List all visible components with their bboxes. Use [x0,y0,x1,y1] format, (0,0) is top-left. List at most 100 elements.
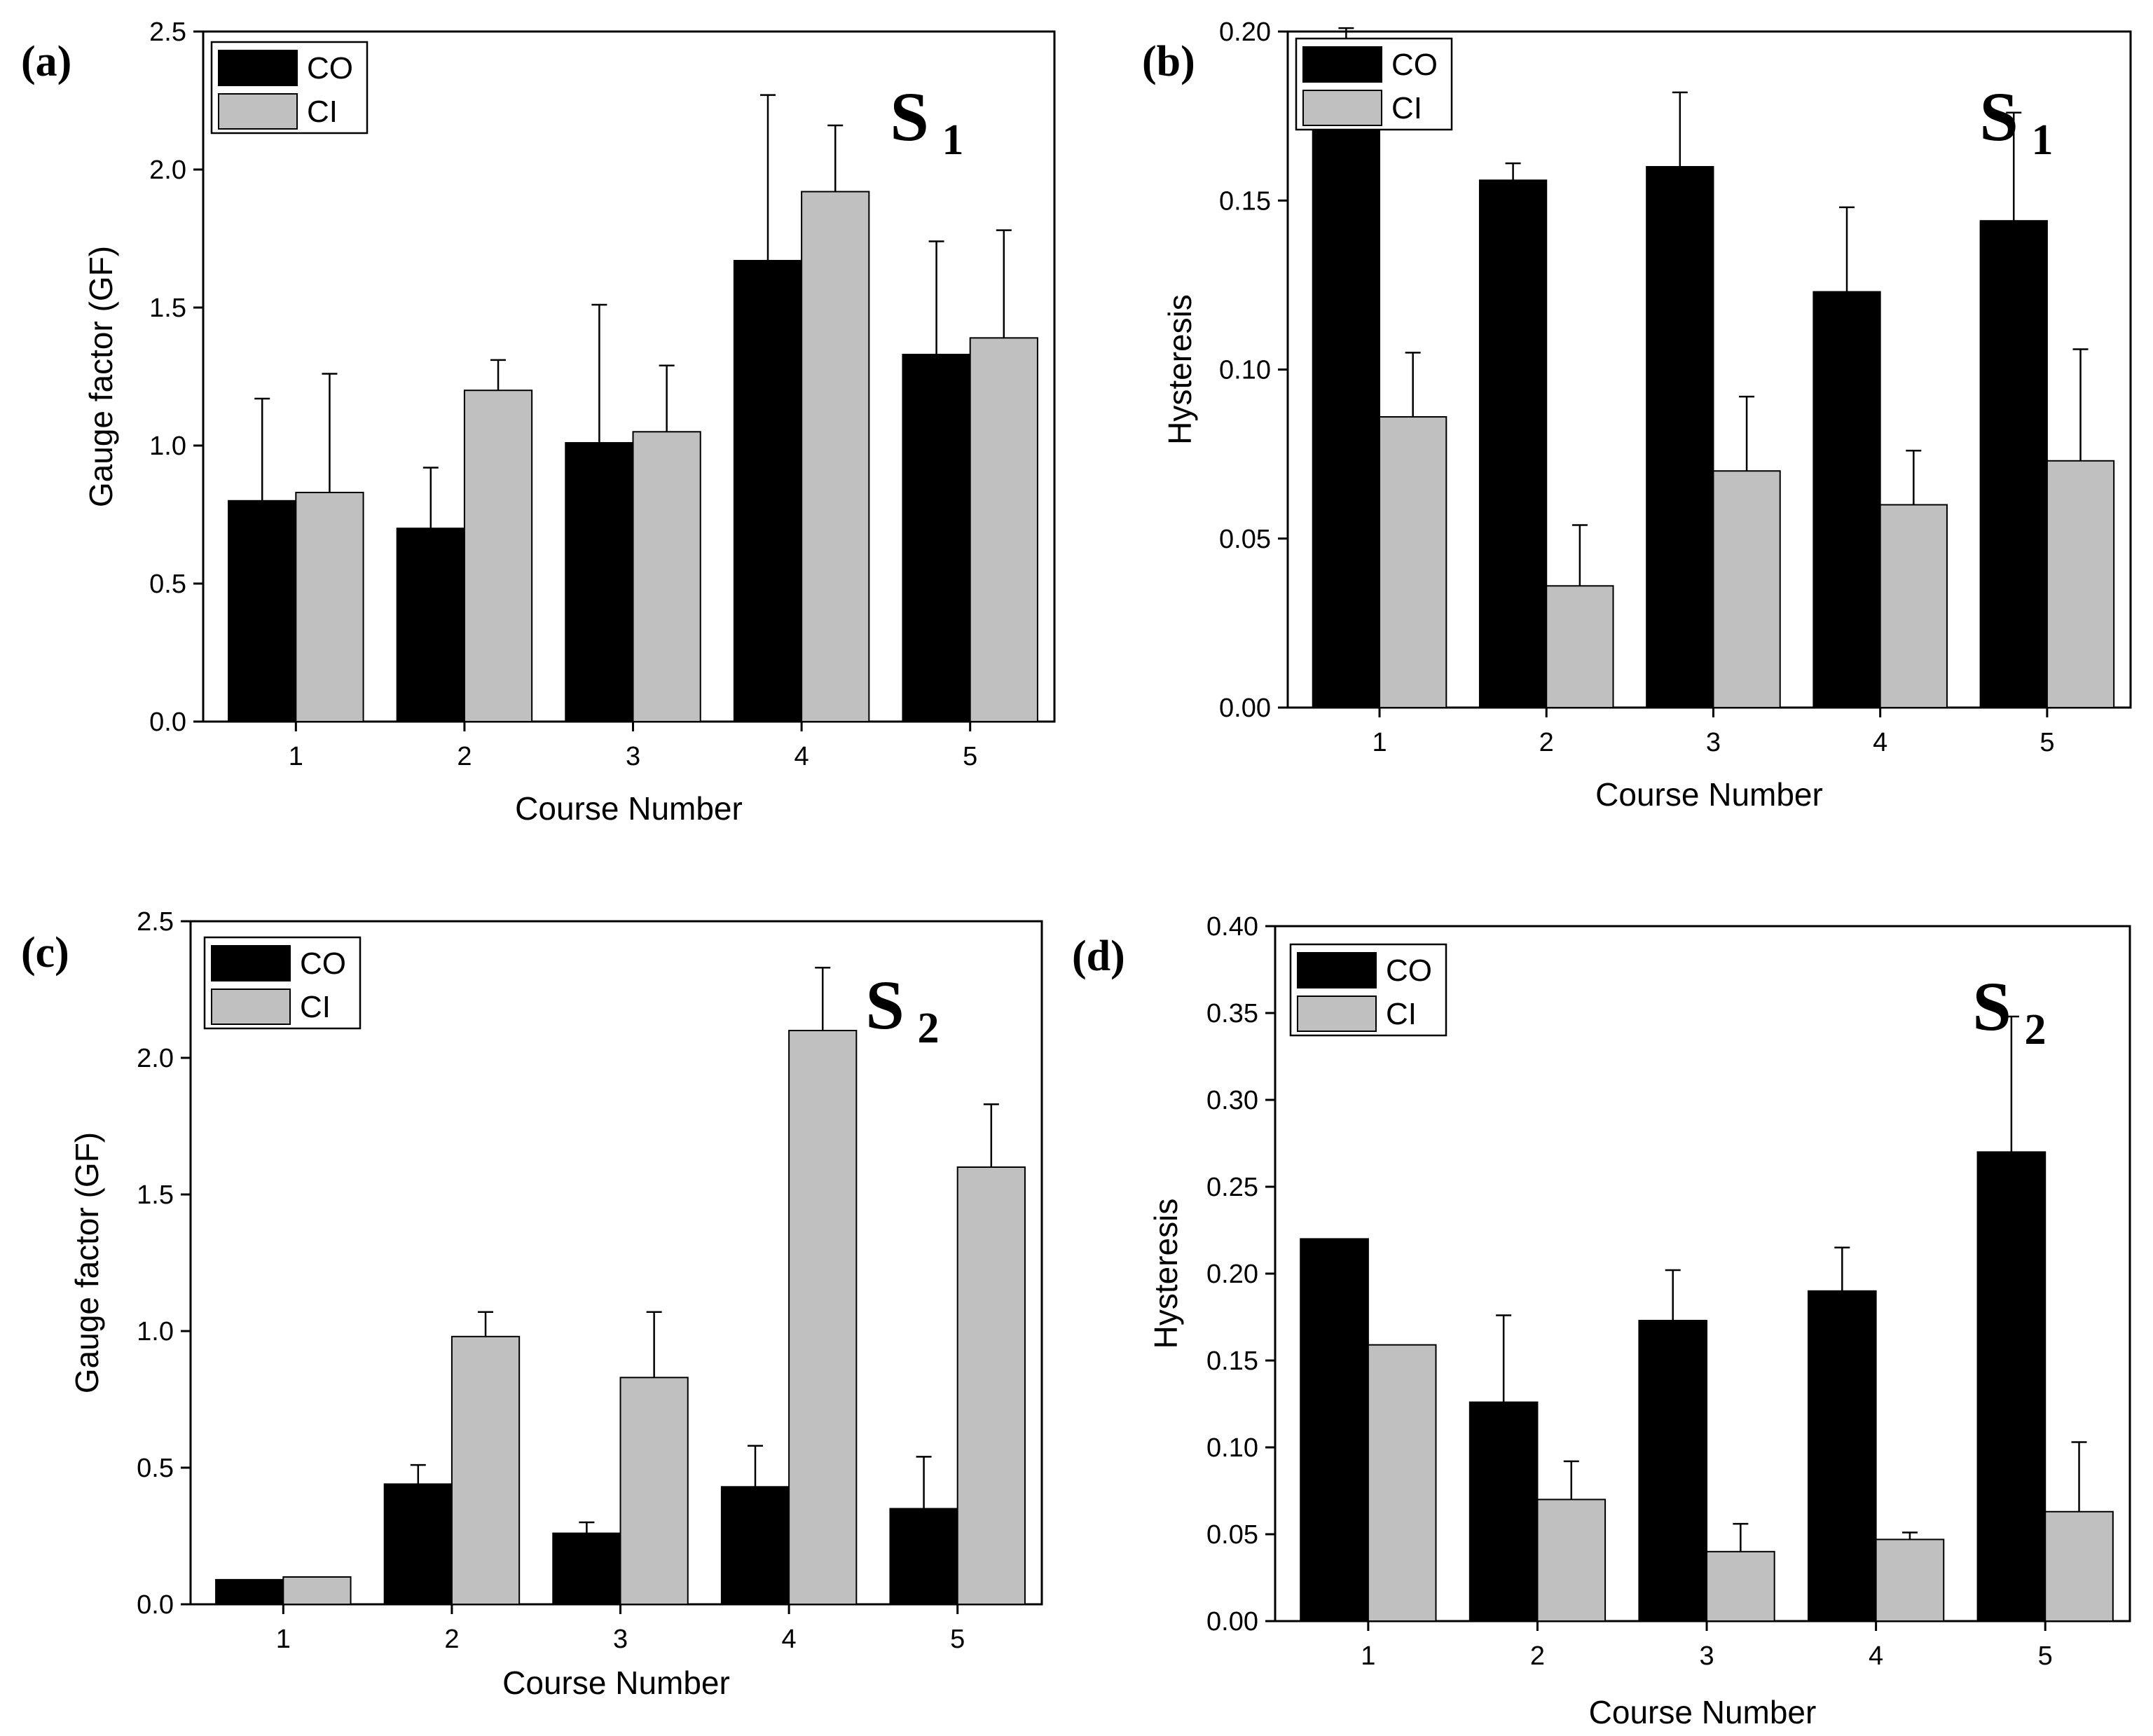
legend-swatch-ci [211,988,291,1025]
legend-swatch-co [1302,46,1382,83]
y-tick-label: 0.05 [1206,1520,1258,1550]
annotation-subscript: 1 [2032,116,2054,164]
x-tick-label: 2 [1539,728,1554,757]
legend: CO CI [1289,943,1447,1037]
y-axis-title: Gauge factor (GF) [83,246,119,507]
x-tick-label: 2 [457,742,472,771]
y-tick-label: 1.0 [149,432,186,461]
bar-co-1 [228,500,297,722]
bar-ci-4 [1879,504,1948,708]
bar-co-2 [1468,1401,1539,1623]
legend-label-ci: CI [1391,91,1422,125]
legend-label-ci: CI [1386,997,1417,1031]
x-tick-label: 1 [289,742,303,771]
chart-panel-a: 0.0 0.5 1.0 1.5 2.0 2.5 1 2 3 4 5 Gauge factor (GF)… [21,18,1056,827]
bar-ci-3 [632,431,701,722]
bar-co-5 [902,353,971,723]
bar-co-5 [1976,1151,2047,1622]
legend-label-ci: CI [300,990,331,1024]
bar-ci-1 [1367,1344,1437,1623]
bar-ci-2 [463,390,533,722]
x-axis-title: Course Number [1595,776,1823,813]
x-tick-label: 5 [950,1625,965,1654]
x-tick-label: 1 [276,1625,291,1654]
bar-ci-1 [1379,416,1447,708]
x-tick-label: 5 [2039,728,2054,757]
y-tick-label: 2.0 [137,1044,174,1073]
bar-co-4 [1807,1290,1877,1623]
panel-label: (d) [1072,932,1125,980]
legend-label-co: CO [307,51,353,85]
y-axis-title: Gauge factor (GF) [69,1132,105,1393]
y-tick-label: 0.0 [137,1590,174,1620]
annotation-subscript: 2 [918,1005,940,1052]
bar-co-5 [1979,220,2048,708]
bar-ci-5 [956,1166,1026,1605]
y-tick-label: 0.00 [1206,1607,1258,1637]
legend-swatch-ci [1297,996,1377,1032]
y-axis-title: Hysteresis [1148,1199,1184,1349]
x-tick-label: 1 [1372,728,1387,757]
bar-co-3 [1646,166,1714,708]
bar-co-4 [733,260,803,722]
legend: CO CI [1295,37,1453,131]
y-tick-label: 0.15 [1206,1346,1258,1376]
bar-ci-5 [2046,460,2115,709]
x-tick-label: 5 [2038,1641,2053,1671]
bar-ci-4 [1875,1538,1945,1622]
bar-ci-5 [2044,1510,2114,1623]
bar-co-1 [1312,98,1381,708]
y-tick-label: 2.5 [149,18,186,47]
y-tick-label: 0.40 [1206,912,1258,942]
chart-panel-b: 0.00 0.05 0.10 0.15 0.20 1 2 3 4 5 Hysteresis Cours… [1142,18,2132,813]
x-tick-label: 4 [795,742,809,771]
annotation-subscript: 1 [942,116,964,164]
x-tick-label: 3 [626,742,640,771]
bar-co-1 [215,1578,284,1605]
x-tick-label: 5 [963,742,977,771]
y-tick-label: 0.35 [1206,999,1258,1028]
legend-swatch-ci [1302,90,1382,126]
bar-co-2 [383,1483,453,1605]
x-axis-title: Course Number [502,1665,730,1701]
x-tick-label: 2 [1530,1641,1545,1671]
y-tick-label: 0.30 [1206,1086,1258,1115]
y-tick-label: 0.20 [1219,18,1271,47]
legend: CO CI [210,41,369,135]
bar-ci-2 [1546,585,1614,708]
bar-co-3 [1638,1319,1708,1622]
bar-co-2 [1478,179,1548,708]
x-axis-title: Course Number [1589,1694,1817,1730]
panel-label: (a) [21,38,71,85]
legend: CO CI [203,936,362,1030]
bar-ci-1 [295,491,364,722]
legend-label-co: CO [1391,48,1438,82]
chart-panel-d: 0.00 0.05 0.10 0.15 0.20 0.25 0.30 0.35 0.40 1 2 3 4… [1072,912,2131,1730]
y-tick-label: 0.10 [1206,1433,1258,1463]
y-tick-label: 2.5 [137,907,174,937]
bar-co-1 [1300,1238,1369,1622]
bar-co-3 [565,442,634,722]
bar-co-3 [552,1532,621,1606]
panel-label: (c) [21,929,69,977]
y-tick-label: 0.20 [1206,1260,1258,1289]
bar-co-5 [889,1508,958,1605]
bar-ci-4 [788,1030,858,1605]
annotation-main: S [1979,78,2018,156]
legend-swatch-ci [218,93,298,130]
y-tick-label: 0.00 [1219,694,1271,723]
y-tick-label: 1.5 [149,294,186,323]
x-tick-label: 1 [1361,1641,1375,1671]
x-tick-label: 4 [1873,728,1887,757]
annotation-main: S [865,966,904,1044]
panel-label: (b) [1142,38,1195,85]
legend-swatch-co [211,945,291,981]
legend-swatch-co [218,50,298,86]
y-tick-label: 1.0 [137,1317,174,1346]
x-tick-label: 3 [613,1625,628,1654]
legend-label-co: CO [1386,953,1432,988]
